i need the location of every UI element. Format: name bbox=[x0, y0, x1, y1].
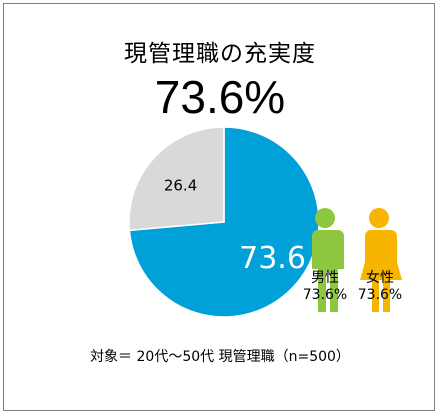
chart-frame bbox=[3, 3, 435, 411]
pie-labels: 73.6 26.4 bbox=[164, 177, 306, 276]
male-stat: 男性 73.6% bbox=[295, 270, 355, 304]
female-value: 73.6% bbox=[357, 287, 403, 303]
female-person-icon bbox=[360, 208, 402, 312]
pie-slice-1 bbox=[128, 126, 225, 232]
overall-value: 73.6% bbox=[154, 71, 286, 123]
male-label: 男性 bbox=[311, 270, 339, 286]
survey-footnote: 対象＝ 20代～50代 現管理職（n=500） bbox=[90, 349, 350, 365]
pie-label-1: 26.4 bbox=[164, 177, 197, 195]
pie-slices bbox=[128, 126, 320, 318]
female-stat: 女性 73.6% bbox=[350, 270, 410, 304]
pie-label-0: 73.6 bbox=[239, 241, 306, 276]
male-person-icon bbox=[312, 208, 344, 312]
male-value: 73.6% bbox=[302, 287, 348, 303]
female-label: 女性 bbox=[366, 270, 394, 286]
chart-title: 現管理職の充実度 bbox=[124, 41, 316, 67]
